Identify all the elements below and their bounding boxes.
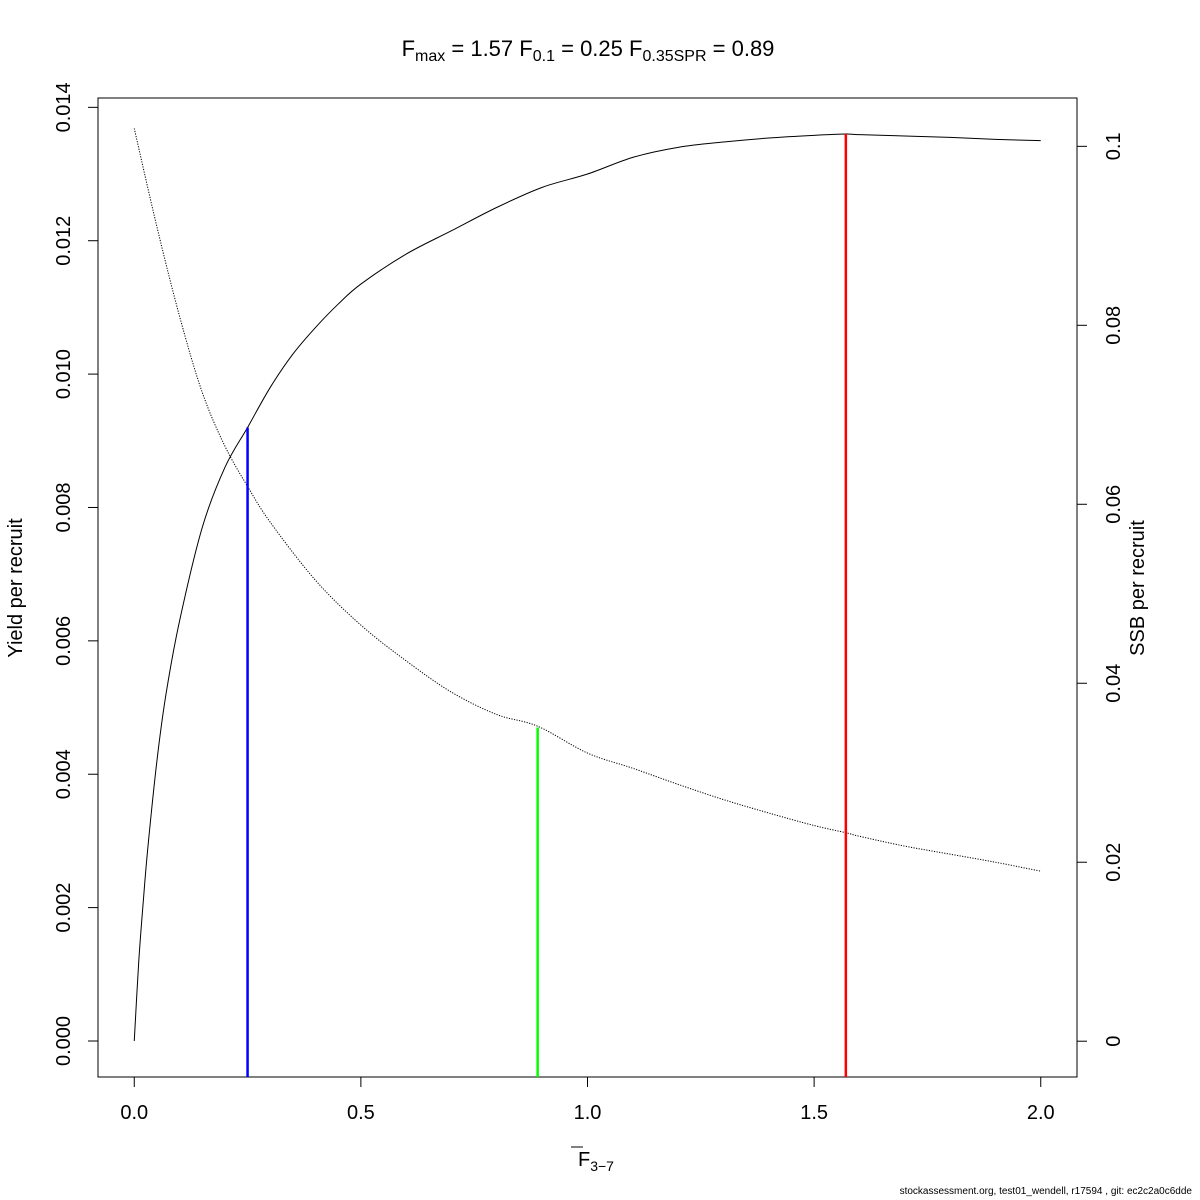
ssb-per-recruit-line [133, 128, 1041, 872]
x-axis: 0.0 0.5 1.0 1.5 2.0 [120, 1076, 1055, 1124]
chart-title: Fmax = 1.57 F0.1 = 0.25 F0.35SPR = 0.89 [402, 36, 775, 65]
y-right-tick-label: 0.04 [1103, 664, 1125, 703]
x-axis-label-base: F [578, 1149, 590, 1171]
y-axis-right: 0 0.02 0.04 0.06 0.08 0.1 [1076, 132, 1125, 1047]
x-tick-label: 2.0 [1027, 1102, 1055, 1124]
y-axis-left-label: Yield per recruit [5, 518, 27, 658]
title-fmax-value: 1.57 [470, 36, 513, 61]
title-fspr-sub: 0.35SPR [642, 48, 706, 65]
x-tick-label: 1.0 [574, 1102, 602, 1124]
x-tick-label: 0.0 [120, 1102, 148, 1124]
y-left-tick-label: 0.008 [53, 482, 75, 532]
y-left-tick-label: 0.010 [53, 349, 75, 399]
y-right-tick-label: 0 [1103, 1036, 1125, 1047]
y-left-tick-label: 0.014 [53, 82, 75, 132]
title-fspr-value: 0.89 [732, 36, 775, 61]
footer-credit: stockassessment.org, test01_wendell, r17… [899, 1186, 1192, 1197]
y-left-tick-label: 0.012 [53, 216, 75, 266]
y-axis-left: 0.000 0.002 0.004 0.006 0.008 0.010 0.012 0.014 [53, 82, 99, 1066]
y-left-tick-label: 0.000 [53, 1016, 75, 1066]
y-left-tick-label: 0.006 [53, 616, 75, 666]
title-f01-value: 0.25 [580, 36, 623, 61]
title-f01-sub: 0.1 [533, 48, 555, 65]
title-fmax-sub: max [415, 48, 445, 65]
x-axis-label: F3−7 [578, 1149, 614, 1174]
y-right-tick-label: 0.06 [1103, 485, 1125, 524]
y-right-tick-label: 0.1 [1103, 132, 1125, 160]
title-fmax-base: F [402, 36, 415, 61]
y-axis-right-label: SSB per recruit [1127, 520, 1149, 656]
title-f01-base: F [519, 36, 532, 61]
x-tick-label: 1.5 [800, 1102, 828, 1124]
title-fspr-base: F [629, 36, 642, 61]
x-tick-label: 0.5 [347, 1102, 375, 1124]
y-left-tick-label: 0.002 [53, 883, 75, 933]
y-left-tick-label: 0.004 [53, 749, 75, 799]
y-right-tick-label: 0.02 [1103, 843, 1125, 882]
x-axis-label-sub: 3−7 [590, 1158, 614, 1174]
y-right-tick-label: 0.08 [1103, 306, 1125, 345]
reference-lines [246, 134, 848, 1077]
